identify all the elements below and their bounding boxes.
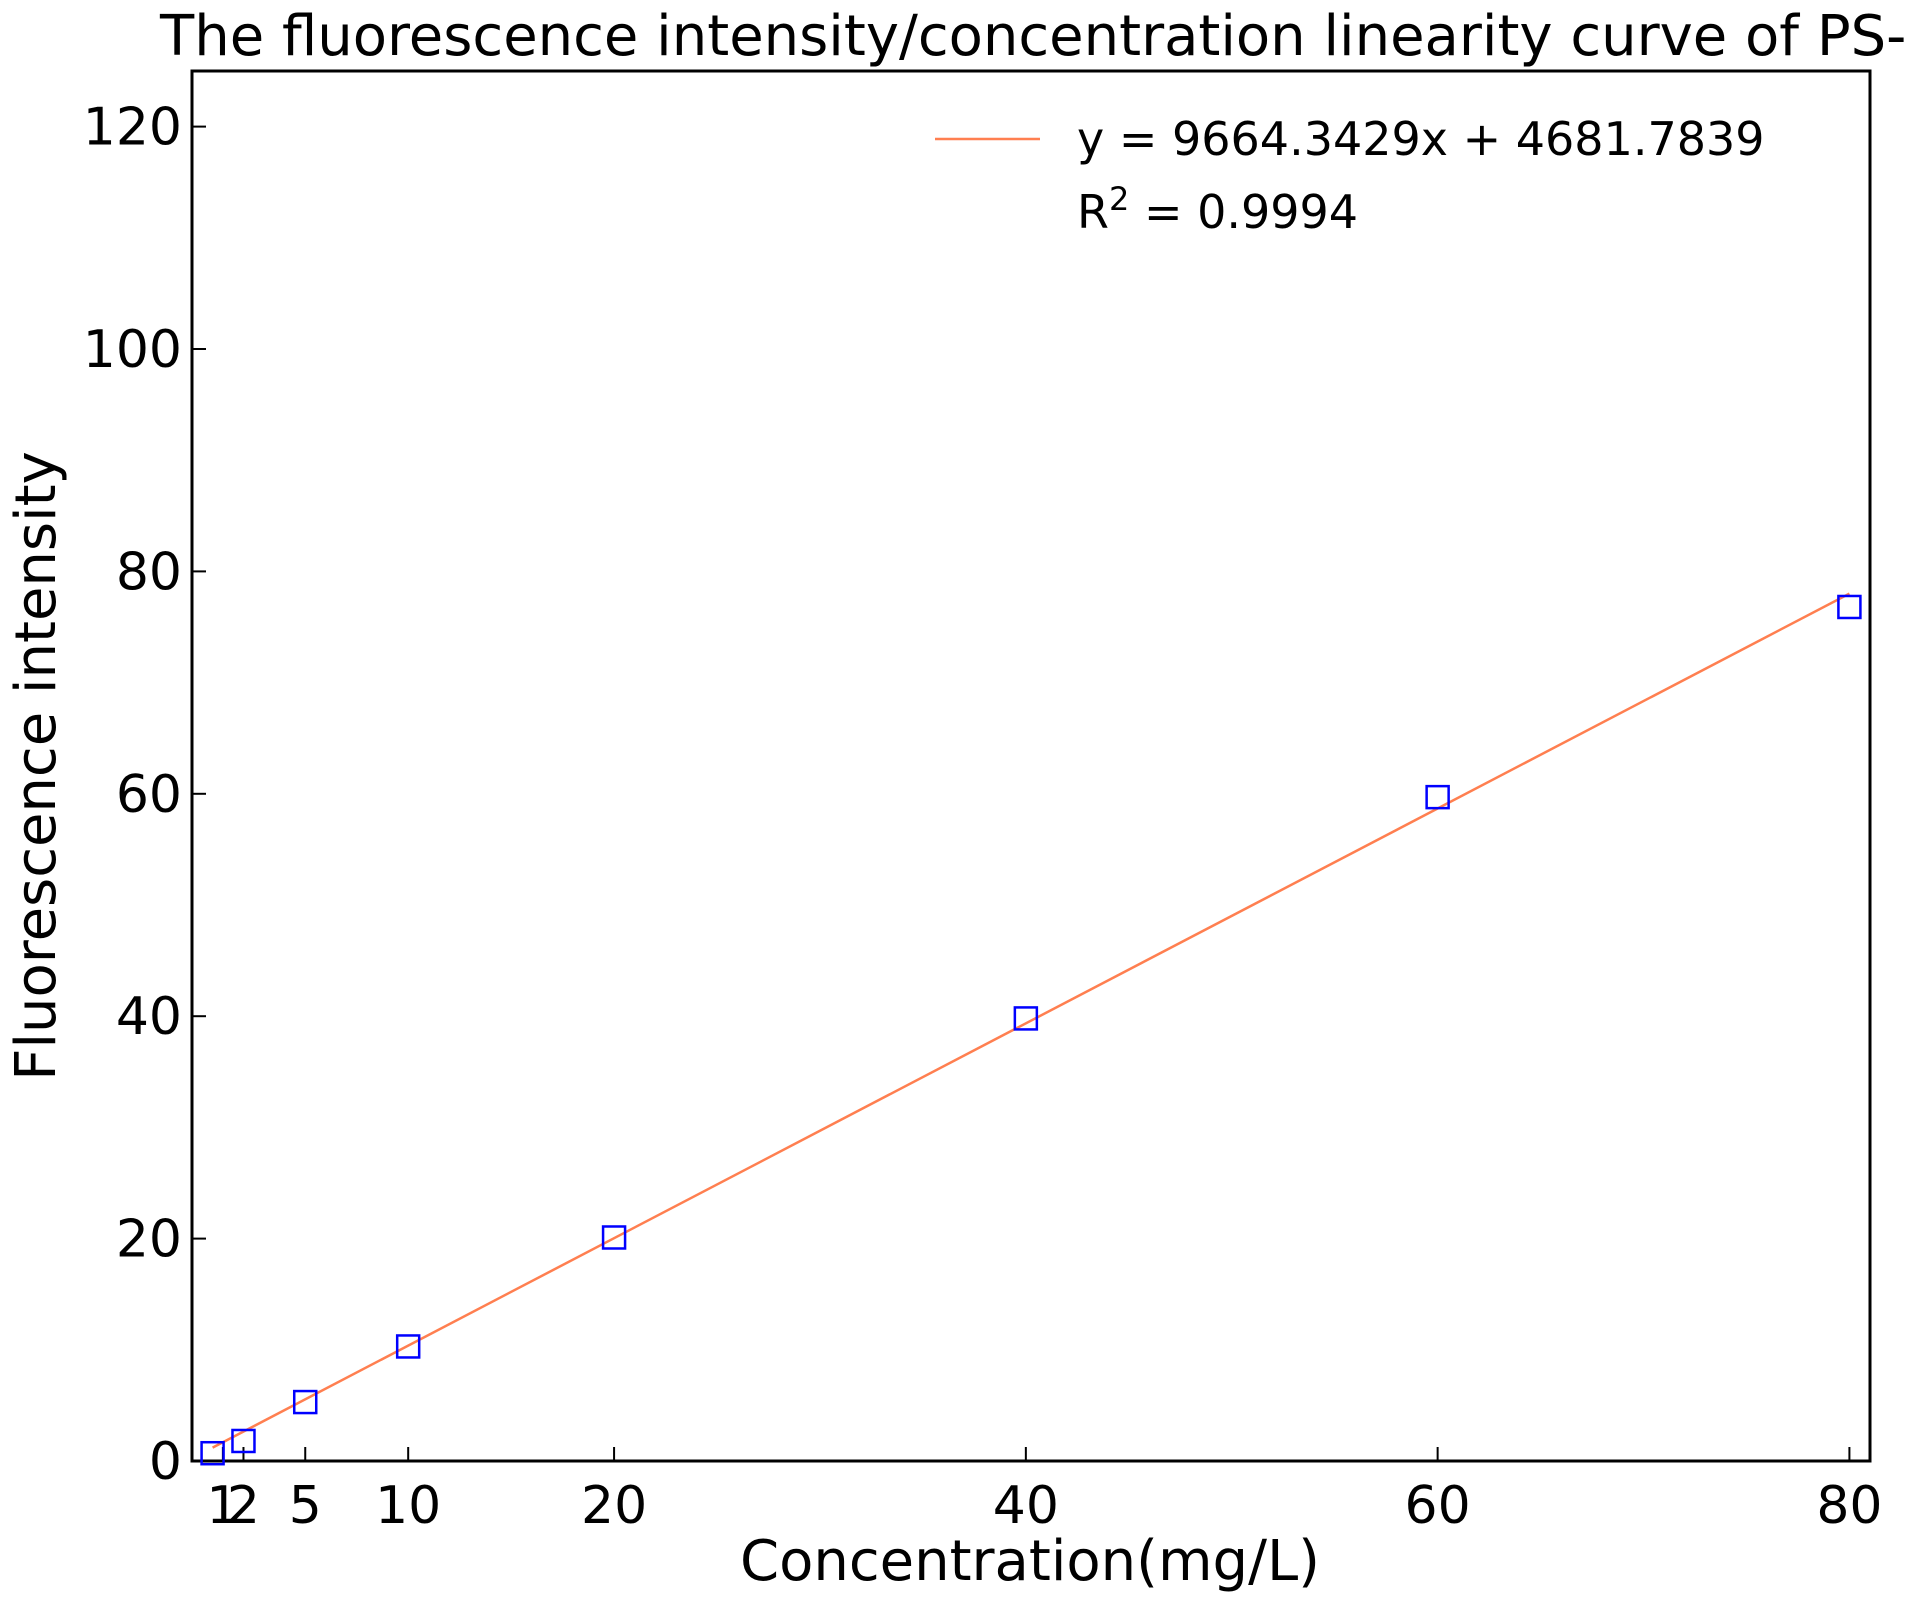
y-tick-label: 80 [116, 542, 182, 602]
data-point [292, 1389, 318, 1415]
legend-equation: y = 9664.3429x + 4681.7839 [1077, 112, 1765, 166]
legend-r-squared: R2 = 0.9994 [1077, 180, 1358, 239]
y-tick-label: 20 [116, 1210, 182, 1270]
chart-title-main: The fluorescence intensity/concentration… [159, 4, 1909, 69]
x-tick-label: 10 [375, 1476, 441, 1536]
data-point [1425, 784, 1450, 810]
x-tick-label: 2 [227, 1476, 260, 1536]
fit-line [212, 592, 1850, 1449]
data-point [200, 1440, 225, 1466]
y-axis-label: Fluorescence intensity [4, 451, 69, 1081]
x-axis-label: Concentration(mg/L) [740, 1529, 1320, 1594]
fit-line-layer [212, 592, 1850, 1449]
legend-r-squared-prefix: R [1077, 185, 1109, 239]
data-point [601, 1225, 627, 1250]
x-tick-label: 5 [289, 1476, 322, 1536]
y-tick-label: 0 [149, 1432, 182, 1492]
x-tick-label: 60 [1405, 1476, 1471, 1536]
y-tick-label: 100 [83, 320, 182, 380]
y-tick-label: 120 [83, 98, 182, 158]
x-tick-label: 40 [993, 1476, 1059, 1536]
y-tick-label: 40 [116, 987, 182, 1047]
x-tick-label: 20 [581, 1476, 647, 1536]
legend-r-squared-superscript: 2 [1109, 180, 1129, 218]
chart-title: The fluorescence intensity/concentration… [159, 4, 1909, 76]
data-point [231, 1428, 256, 1454]
y-tick-label: 60 [116, 765, 182, 825]
y-axis-ticks: 0 20 40 60 80 100 120 [83, 98, 206, 1492]
x-tick-label: 1 [206, 1476, 239, 1536]
x-tick-label: 80 [1816, 1476, 1882, 1536]
plot-frame [190, 69, 1872, 1463]
legend: y = 9664.3429x + 4681.7839 R2 = 0.9994 [935, 112, 1765, 239]
data-point [1837, 594, 1862, 620]
x-axis-ticks: 12 5 10 20 40 60 80 [206, 1447, 1882, 1536]
data-points [200, 594, 1862, 1466]
data-point [1013, 1006, 1039, 1031]
legend-r-squared-value: = 0.9994 [1129, 185, 1358, 239]
data-point [395, 1334, 421, 1359]
